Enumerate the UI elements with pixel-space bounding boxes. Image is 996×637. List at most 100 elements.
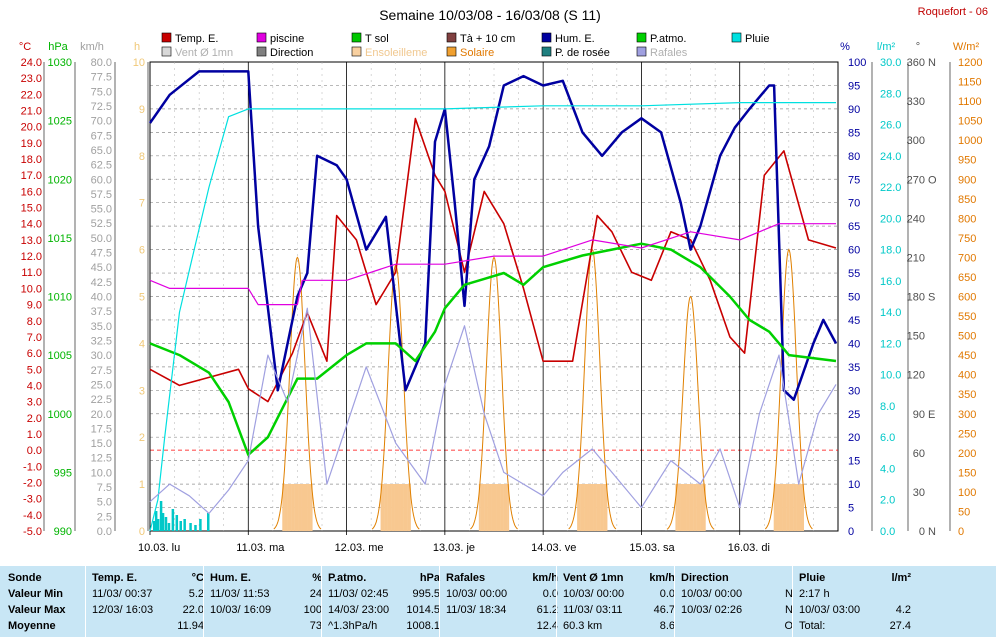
summary-min-time: 10/03/ 00:00 — [681, 588, 743, 600]
summary-min-value: 0.0 — [659, 588, 675, 600]
sunshine-bar — [784, 484, 787, 531]
summary-max-time: 10/03/ 02:26 — [681, 604, 743, 616]
press-axis-unit: hPa — [48, 41, 68, 53]
wind-axis-unit: km/h — [80, 41, 104, 53]
temp-axis-tick: 12.0 — [21, 251, 42, 263]
solar-axis-tick: 1000 — [958, 135, 982, 147]
summary-average: 12.4 — [536, 620, 558, 632]
sunshine-bar — [703, 484, 706, 531]
sunshine-bar — [594, 484, 597, 531]
summary-max-time: 11/03/ 03:11 — [563, 604, 623, 616]
rain-bar — [199, 519, 202, 531]
hours-axis-tick: 0 — [139, 526, 145, 538]
temp-axis-tick: 22.0 — [21, 89, 42, 101]
rain-axis-tick: 12.0 — [880, 338, 901, 350]
temp-axis-tick: 13.0 — [21, 235, 42, 247]
sunshine-bar — [691, 484, 694, 531]
solar-axis-tick: 350 — [958, 389, 976, 401]
sunshine-bar — [305, 484, 308, 531]
summary-row-label: Sonde — [8, 572, 42, 584]
series-rafales — [149, 307, 837, 514]
legend-label: Hum. E. — [555, 33, 595, 45]
sunshine-bar — [484, 484, 487, 531]
hum-axis-tick: 25 — [848, 409, 860, 421]
wind-axis-tick: 30.0 — [91, 350, 112, 362]
sunshine-bar — [493, 484, 495, 531]
sunshine-bar — [407, 484, 410, 531]
rain-axis-tick: 24.0 — [880, 151, 901, 163]
hours-axis-tick: 7 — [139, 198, 145, 210]
series-p-atmo- — [149, 242, 837, 457]
wind-axis-tick: 60.0 — [91, 174, 112, 186]
temp-axis-tick: 21.0 — [21, 106, 42, 118]
sunshine-bar — [282, 484, 285, 531]
temp-axis-tick: -2.0 — [23, 477, 42, 489]
summary-max-value: 4.2 — [895, 604, 911, 616]
sunshine-bar — [593, 484, 596, 531]
sunshine-bar — [396, 484, 399, 531]
press-axis-tick: 1010 — [48, 292, 72, 304]
temp-axis-tick: 8.0 — [27, 316, 42, 328]
temp-axis-tick: 20.0 — [21, 122, 42, 134]
press-axis-tick: 1000 — [48, 409, 72, 421]
wind-axis-tick: 27.5 — [91, 365, 112, 377]
rain-axis-tick: 8.0 — [880, 401, 895, 413]
solar-curve — [764, 248, 813, 530]
temp-axis-tick: 2.0 — [27, 413, 42, 425]
summary-max-value: 100 — [303, 604, 322, 616]
dir-axis-tick: 30 — [913, 487, 925, 499]
legend-label: T sol — [365, 33, 389, 45]
sunshine-bar — [494, 484, 497, 531]
temp-axis-tick: 4.0 — [27, 380, 42, 392]
legend-label: Solaire — [460, 47, 494, 59]
sunshine-bar — [698, 484, 701, 531]
dir-cardinal: E — [928, 409, 935, 421]
day-label: 12.03. me — [335, 542, 384, 554]
wind-axis-tick: 77.5 — [91, 72, 112, 84]
wind-axis-tick: 2.5 — [97, 511, 112, 523]
dir-axis-tick: 270 — [907, 174, 925, 186]
hum-axis-tick: 90 — [848, 104, 860, 116]
series-temp-e- — [149, 117, 837, 403]
press-axis-tick: 1025 — [48, 116, 72, 128]
sunshine-bar — [403, 484, 406, 531]
summary-separator — [85, 566, 86, 637]
summary-min-time: 10/03/ 00:00 — [563, 588, 625, 600]
sunshine-bar — [480, 484, 483, 531]
solar-axis-tick: 450 — [958, 350, 976, 362]
sunshine-bar — [773, 484, 776, 531]
solar-curve — [371, 264, 420, 530]
sunshine-bar — [500, 484, 503, 531]
sunshine-bar — [577, 484, 580, 531]
wind-axis-tick: 80.0 — [91, 57, 112, 69]
rain-axis-tick: 10.0 — [880, 370, 901, 382]
sunshine-bar — [496, 484, 499, 531]
rain-axis-tick: 30.0 — [880, 57, 901, 69]
summary-group-unit: % — [312, 572, 322, 584]
summary-row-label: Moyenne — [8, 620, 56, 632]
sunshine-bar — [489, 484, 492, 531]
sunshine-bar — [384, 484, 387, 531]
dir-axis-tick: 240 — [907, 213, 925, 225]
sunshine-bar — [284, 484, 287, 531]
sunshine-bar — [398, 484, 401, 531]
legend-label: Temp. E. — [175, 33, 218, 45]
sunshine-bar — [389, 484, 392, 531]
summary-group-unit: km/h — [649, 572, 675, 584]
temp-axis-tick: 6.0 — [27, 348, 42, 360]
wind-axis-tick: 67.5 — [91, 130, 112, 142]
hum-axis-tick: 15 — [848, 456, 860, 468]
sunshine-bar — [603, 484, 606, 531]
summary-average: 27.4 — [889, 620, 911, 632]
solar-axis-tick: 200 — [958, 448, 976, 460]
solar-curve — [568, 248, 617, 530]
hum-axis-tick: 10 — [848, 479, 860, 491]
hum-axis-tick: 40 — [848, 338, 860, 350]
solar-axis-tick: 1050 — [958, 116, 982, 128]
wind-axis-tick: 20.0 — [91, 409, 112, 421]
legend-swatch — [541, 46, 552, 57]
sunshine-bar — [382, 484, 385, 531]
sunshine-bar — [387, 484, 390, 531]
series-hum-e- — [148, 70, 838, 401]
day-label: 11.03. ma — [236, 542, 285, 554]
